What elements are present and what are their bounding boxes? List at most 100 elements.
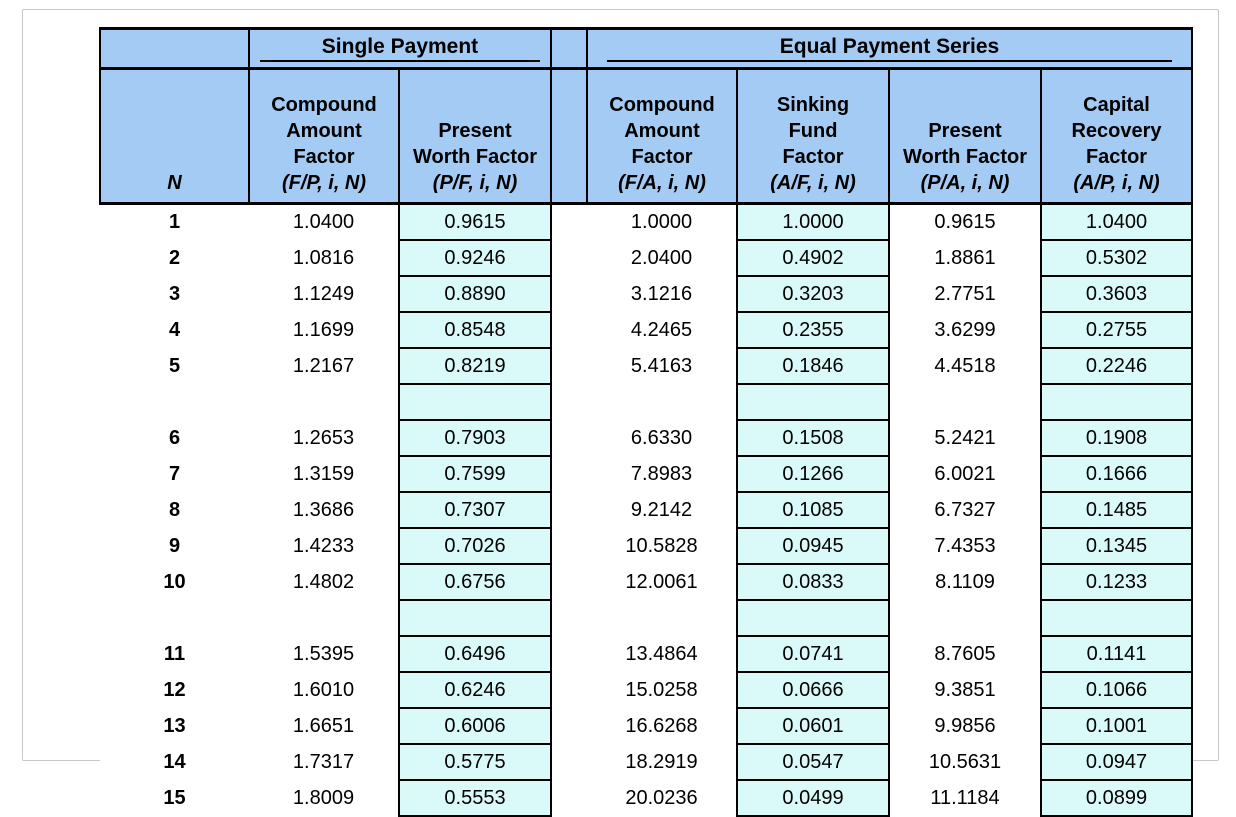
column-header-capital-recovery-ap-title: Capital Recovery Factor: [1071, 94, 1162, 168]
cell-pa-factor: 6.7327: [889, 492, 1042, 528]
group-header-equal-payment-series-label: Equal Payment Series: [607, 35, 1172, 62]
cell-ap-factor: [1040, 599, 1194, 637]
table-row: 11 1.5395 0.6496 13.4864 0.0741 8.7605 0…: [100, 635, 1194, 673]
cell-n: 9: [100, 528, 249, 564]
column-header-present-worth-pa-title: Present Worth Factor: [902, 120, 1028, 168]
cell-pa-factor: 8.1109: [889, 564, 1042, 600]
group-header-single-payment: Single Payment: [247, 27, 553, 70]
cell-pa-factor: 6.0021: [889, 456, 1042, 492]
column-header-present-worth-pf: Present Worth Factor (P/F, i, N): [397, 68, 553, 205]
cell-fa-factor: 18.2919: [587, 744, 738, 780]
column-header-sinking-fund-af-title: Sinking Fund Factor: [776, 94, 850, 168]
table-row: [100, 599, 1194, 637]
cell-ap-factor: 0.1485: [1040, 491, 1194, 529]
cell-af-factor: 0.4902: [736, 239, 891, 277]
column-header-compound-amount-fp-formula: (F/P, i, N): [281, 172, 367, 194]
cell-fa-factor: 6.6330: [587, 420, 738, 456]
cell-pa-factor: 0.9615: [889, 203, 1042, 240]
column-header-capital-recovery-ap-formula: (A/P, i, N): [1073, 172, 1160, 194]
cell-af-factor: 0.1085: [736, 491, 891, 529]
cell-group-spacer: [551, 456, 588, 492]
cell-n: 7: [100, 456, 249, 492]
cell-group-spacer: [551, 672, 588, 708]
cell-af-factor: 0.0666: [736, 671, 891, 709]
cell-group-spacer: [551, 240, 588, 276]
cell-fp-factor: 1.1699: [249, 312, 399, 348]
cell-fp-factor: 1.6651: [249, 708, 399, 744]
cell-group-spacer: [551, 600, 588, 636]
table-row: 14 1.7317 0.5775 18.2919 0.0547 10.5631 …: [100, 743, 1194, 781]
cell-ap-factor: 0.5302: [1040, 239, 1194, 277]
cell-n: 5: [100, 348, 249, 384]
cell-fp-factor: 1.8009: [249, 780, 399, 816]
cell-n: 10: [100, 564, 249, 600]
cell-group-spacer: [551, 203, 588, 240]
column-header-n-symbol: N: [167, 172, 182, 194]
table-row: 10 1.4802 0.6756 12.0061 0.0833 8.1109 0…: [100, 563, 1194, 601]
table-row: 3 1.1249 0.8890 3.1216 0.3203 2.7751 0.3…: [100, 275, 1194, 313]
cell-af-factor: 0.1508: [736, 419, 891, 457]
cell-ap-factor: 0.1001: [1040, 707, 1194, 745]
cell-pa-factor: 3.6299: [889, 312, 1042, 348]
cell-ap-factor: 0.2246: [1040, 347, 1194, 385]
cell-af-factor: 0.3203: [736, 275, 891, 313]
cell-group-spacer: [551, 420, 588, 456]
cell-af-factor: 0.0833: [736, 563, 891, 601]
table-row: 2 1.0816 0.9246 2.0400 0.4902 1.8861 0.5…: [100, 239, 1194, 277]
cell-fp-factor: 1.6010: [249, 672, 399, 708]
column-header-row: N Compound Amount Factor (F/P, i, N) Pre…: [99, 68, 1194, 205]
interest-factor-table: Single Payment Equal Payment Series N Co…: [99, 27, 1194, 817]
cell-pa-factor: 9.3851: [889, 672, 1042, 708]
cell-af-factor: 0.0601: [736, 707, 891, 745]
cell-n: 6: [100, 420, 249, 456]
cell-pf-factor: 0.6756: [397, 563, 553, 601]
column-header-sinking-fund-af-formula: (A/F, i, N): [770, 172, 856, 194]
cell-fa-factor: 9.2142: [587, 492, 738, 528]
cell-n: 13: [100, 708, 249, 744]
cell-fp-factor: 1.2653: [249, 420, 399, 456]
cell-ap-factor: 0.1666: [1040, 455, 1194, 493]
cell-af-factor: 0.0499: [736, 779, 891, 817]
cell-pa-factor: 8.7605: [889, 636, 1042, 672]
cell-group-spacer: [551, 276, 588, 312]
cell-fa-factor: [587, 384, 738, 420]
cell-n: 14: [100, 744, 249, 780]
cell-n: 1: [100, 203, 249, 240]
cell-pf-factor: 0.7903: [397, 419, 553, 457]
table-row: 15 1.8009 0.5553 20.0236 0.0499 11.1184 …: [100, 779, 1194, 817]
cell-ap-factor: 0.1066: [1040, 671, 1194, 709]
cell-fp-factor: [249, 384, 399, 420]
cell-af-factor: 0.2355: [736, 311, 891, 349]
cell-group-spacer: [551, 384, 588, 420]
cell-n: 3: [100, 276, 249, 312]
cell-group-spacer: [551, 528, 588, 564]
column-header-capital-recovery-ap: Capital Recovery Factor (A/P, i, N): [1040, 68, 1194, 205]
cell-pf-factor: 0.5775: [397, 743, 553, 781]
cell-fp-factor: 1.1249: [249, 276, 399, 312]
cell-pf-factor: [397, 599, 553, 637]
cell-ap-factor: 1.0400: [1040, 202, 1194, 241]
table-row: 5 1.2167 0.8219 5.4163 0.1846 4.4518 0.2…: [100, 347, 1194, 385]
cell-fp-factor: 1.0816: [249, 240, 399, 276]
cell-group-spacer: [551, 780, 588, 816]
cell-ap-factor: 0.1141: [1040, 635, 1194, 673]
table-body: 1 1.0400 0.9615 1.0000 1.0000 0.9615 1.0…: [100, 202, 1194, 817]
cell-af-factor: [736, 383, 891, 421]
table-row: 9 1.4233 0.7026 10.5828 0.0945 7.4353 0.…: [100, 527, 1194, 565]
corner-blank-cell: [99, 27, 250, 70]
cell-pf-factor: 0.6496: [397, 635, 553, 673]
cell-fa-factor: 7.8983: [587, 456, 738, 492]
cell-fa-factor: 20.0236: [587, 780, 738, 816]
column-header-sinking-fund-af: Sinking Fund Factor (A/F, i, N): [736, 68, 891, 205]
group-header-row: Single Payment Equal Payment Series: [99, 27, 1194, 70]
cell-pf-factor: 0.7307: [397, 491, 553, 529]
cell-fp-factor: 1.4802: [249, 564, 399, 600]
cell-pa-factor: 11.1184: [889, 780, 1042, 816]
cell-fa-factor: 2.0400: [587, 240, 738, 276]
cell-ap-factor: [1040, 383, 1194, 421]
column-header-present-worth-pf-title: Present Worth Factor: [412, 120, 538, 168]
cell-n: 4: [100, 312, 249, 348]
cell-n: 15: [100, 780, 249, 816]
column-header-present-worth-pa-formula: (P/A, i, N): [920, 172, 1010, 194]
cell-group-spacer: [551, 312, 588, 348]
